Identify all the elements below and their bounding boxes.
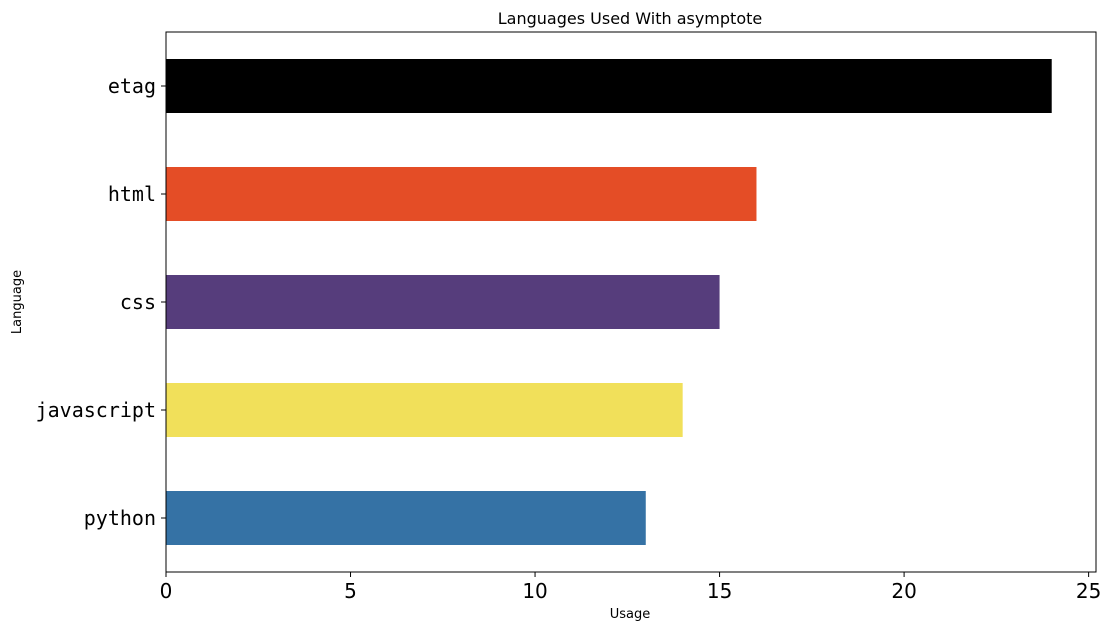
y-axis-label: Language	[10, 270, 25, 334]
y-ticks-group: etag html css javascript python	[36, 74, 166, 530]
bars-group	[166, 59, 1052, 545]
y-tick-label: javascript	[36, 398, 156, 422]
x-tick-label: 20	[891, 579, 916, 603]
y-tick-label: html	[108, 182, 156, 206]
x-tick-label: 25	[1076, 579, 1101, 603]
chart-title: Languages Used With asymptote	[498, 9, 762, 28]
plot-frame	[165, 31, 1097, 573]
x-tick-label: 5	[344, 579, 357, 603]
x-axis-label: Usage	[610, 607, 651, 622]
bar-python	[166, 491, 646, 545]
x-tick-label: 0	[160, 579, 173, 603]
bar-html	[166, 167, 757, 221]
x-ticks-group: 0 5 10 15 20 25	[160, 572, 1101, 603]
y-tick-label: etag	[108, 74, 156, 98]
bar-etag	[166, 59, 1052, 113]
y-tick-label: python	[84, 506, 156, 530]
y-tick-label: css	[120, 290, 156, 314]
x-tick-label: 15	[707, 579, 732, 603]
x-tick-label: 10	[522, 579, 547, 603]
bar-javascript	[166, 383, 683, 437]
bar-css	[166, 275, 720, 329]
